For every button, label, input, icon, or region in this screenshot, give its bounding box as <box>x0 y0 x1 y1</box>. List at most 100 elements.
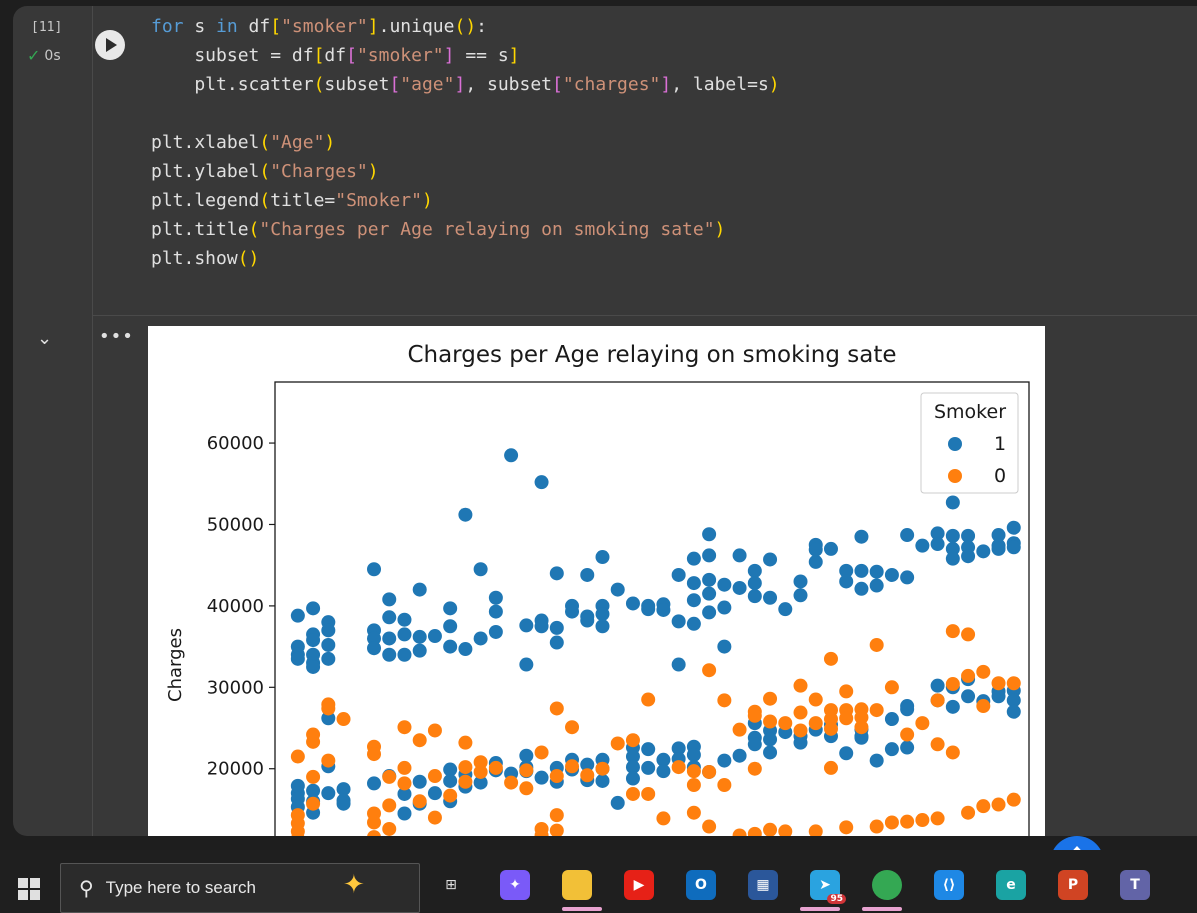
scatter-point-smoker-0 <box>976 799 991 814</box>
code-line[interactable]: plt.legend(title="Smoker") <box>151 186 780 215</box>
code-line[interactable]: plt.ylabel("Charges") <box>151 157 780 186</box>
code-line[interactable]: plt.title("Charges per Age relaying on s… <box>151 215 780 244</box>
code-cell[interactable]: [11] ✓ 0s for s in df["smoker"].unique()… <box>13 6 1197 836</box>
scatter-point-smoker-0 <box>549 823 564 836</box>
youtube-glyph: ▶ <box>633 877 645 893</box>
scatter-point-smoker-0 <box>412 794 427 809</box>
scatter-point-smoker-1 <box>306 633 321 648</box>
code-token: : <box>476 16 488 37</box>
scatter-point-smoker-0 <box>778 824 793 836</box>
code-line[interactable]: subset = df[df["smoker"] == s] <box>151 41 780 70</box>
youtube-icon[interactable]: ▶ <box>624 870 654 900</box>
scatter-point-smoker-1 <box>900 702 915 717</box>
powerpoint-icon[interactable]: P <box>1058 870 1088 900</box>
chrome-icon[interactable] <box>872 870 902 900</box>
scatter-point-smoker-1 <box>702 527 717 542</box>
scatter-point-smoker-1 <box>717 753 732 768</box>
scatter-point-smoker-0 <box>427 769 442 784</box>
search-icon: ⚲ <box>79 876 94 900</box>
scatter-point-smoker-0 <box>702 764 717 779</box>
scatter-point-smoker-0 <box>625 733 640 748</box>
scatter-point-smoker-1 <box>930 678 945 693</box>
edge-icon[interactable]: e <box>996 870 1026 900</box>
telegram-icon[interactable]: ➤ 95 <box>810 870 846 904</box>
legend-box <box>920 392 1019 494</box>
windows-start-icon[interactable] <box>18 878 40 900</box>
code-editor[interactable]: for s in df["smoker"].unique(): subset =… <box>151 12 780 273</box>
scatter-point-smoker-1 <box>625 749 640 764</box>
scatter-point-smoker-0 <box>504 775 519 790</box>
copilot-icon[interactable]: ✦ <box>500 870 530 900</box>
code-token: ( <box>259 132 271 153</box>
code-token: "age" <box>400 74 455 95</box>
scatter-point-smoker-0 <box>732 722 747 737</box>
scatter-point-smoker-1 <box>458 642 473 657</box>
code-token: ) <box>421 190 433 211</box>
scatter-point-smoker-1 <box>595 550 610 565</box>
scatter-point-smoker-1 <box>534 619 549 634</box>
outlook-icon[interactable]: O <box>686 870 716 900</box>
scatter-point-smoker-1 <box>732 548 747 563</box>
scatter-point-smoker-1 <box>808 554 823 569</box>
file-explorer-icon[interactable] <box>562 870 592 900</box>
code-token: .unique <box>378 16 455 37</box>
code-token: s <box>183 16 217 37</box>
more-options-icon[interactable]: ••• <box>99 326 134 347</box>
scatter-point-smoker-1 <box>534 770 549 785</box>
scatter-point-smoker-0 <box>808 824 823 836</box>
scatter-point-smoker-1 <box>763 745 778 760</box>
scatter-point-smoker-0 <box>321 701 336 716</box>
code-line[interactable]: plt.scatter(subset["age"], subset["charg… <box>151 70 780 99</box>
scatter-point-smoker-1 <box>686 747 701 762</box>
task-view-icon[interactable]: ⊞ <box>445 877 457 893</box>
scatter-point-smoker-0 <box>961 805 976 820</box>
scatter-point-smoker-1 <box>580 567 595 582</box>
scatter-point-smoker-0 <box>519 763 534 778</box>
scatter-point-smoker-1 <box>504 448 519 463</box>
teams-icon[interactable]: T <box>1120 870 1150 900</box>
code-token: "smoker" <box>356 45 444 66</box>
scatter-point-smoker-1 <box>671 657 686 672</box>
code-token: plt.legend <box>151 190 260 211</box>
code-token: ] <box>367 16 379 37</box>
scatter-point-smoker-1 <box>915 538 930 553</box>
scatter-point-smoker-1 <box>412 774 427 789</box>
scatter-point-smoker-1 <box>321 637 336 652</box>
taskbar-search[interactable]: ⚲ Type here to search ✦ <box>60 863 420 913</box>
execution-status: ✓ 0s <box>27 46 61 65</box>
play-icon <box>106 38 117 52</box>
code-token: , subset <box>465 74 553 95</box>
legend: Smoker 1 0 <box>920 392 1019 494</box>
scatter-point-smoker-0 <box>427 723 442 738</box>
scatter-point-smoker-1 <box>519 657 534 672</box>
vscode-icon[interactable]: ⟨⟩ <box>934 870 964 900</box>
code-line[interactable]: for s in df["smoker"].unique(): <box>151 12 780 41</box>
scatter-point-smoker-0 <box>732 828 747 836</box>
scatter-point-smoker-1 <box>702 548 717 563</box>
scatter-point-smoker-0 <box>961 627 976 642</box>
scatter-point-smoker-1 <box>671 567 686 582</box>
scatter-point-smoker-0 <box>565 759 580 774</box>
chevron-down-icon[interactable]: ⌄ <box>37 328 53 349</box>
scatter-point-smoker-0 <box>702 663 717 678</box>
scatter-point-smoker-1 <box>625 760 640 775</box>
scatter-point-smoker-1 <box>397 627 412 642</box>
code-token: title= <box>270 190 336 211</box>
code-token: ) <box>768 74 780 95</box>
scatter-point-smoker-0 <box>291 831 305 836</box>
scatter-point-smoker-1 <box>427 786 442 801</box>
scatter-point-smoker-0 <box>976 699 991 714</box>
code-line[interactable]: plt.show() <box>151 244 780 273</box>
scatter-point-smoker-1 <box>1006 704 1021 719</box>
code-token: for <box>151 16 184 37</box>
code-token: "charges" <box>562 74 661 95</box>
scatter-point-smoker-1 <box>945 551 960 566</box>
scatter-point-smoker-1 <box>702 586 717 601</box>
vscode-glyph: ⟨⟩ <box>942 877 956 893</box>
code-line[interactable]: plt.xlabel("Age") <box>151 128 780 157</box>
scatter-point-smoker-0 <box>534 828 549 836</box>
ms-store-icon[interactable]: ▦ <box>748 870 778 900</box>
code-line[interactable] <box>151 99 780 128</box>
scatter-point-smoker-1 <box>367 631 382 646</box>
run-cell-button[interactable] <box>95 30 125 60</box>
